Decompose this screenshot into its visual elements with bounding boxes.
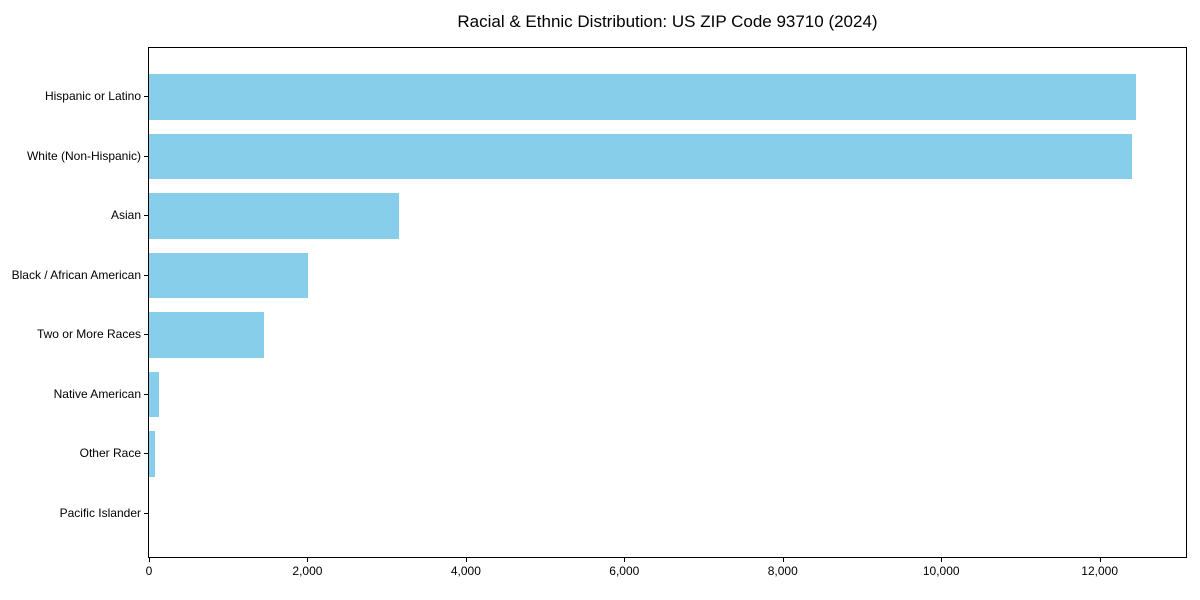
y-axis-label-native-american: Native American [53, 386, 141, 401]
x-tick-label-2000: 2,000 [292, 564, 323, 578]
y-tick-mark [144, 512, 148, 514]
x-tick-mark [941, 558, 943, 562]
x-tick-mark [307, 558, 309, 562]
x-tick-mark [149, 558, 150, 562]
x-tick-mark [1099, 558, 1101, 562]
y-tick-mark [144, 155, 148, 157]
y-tick-mark [144, 453, 148, 454]
bar-asian [149, 193, 399, 239]
y-axis-label-black-african-american: Black / African American [11, 267, 141, 282]
x-tick-mark [624, 558, 626, 562]
y-axis-label-hispanic-or-latino: Hispanic or Latino [44, 89, 141, 103]
y-axis-label-two-or-more-races: Two or More Races [36, 327, 141, 341]
y-axis-label-other-race: Other Race [79, 446, 141, 460]
chart-title: Racial & Ethnic Distribution: US ZIP Cod… [457, 12, 878, 31]
y-axis-label-asian: Asian [110, 208, 141, 222]
bar-other-race [149, 431, 155, 477]
y-tick-mark [144, 334, 148, 335]
y-tick-mark [144, 393, 148, 395]
y-axis-label-pacific-islander: Pacific Islander [59, 505, 141, 520]
bar-hispanic-or-latino [149, 74, 1137, 120]
y-tick-mark [144, 274, 148, 276]
bar-native-american [149, 371, 159, 418]
x-tick-mark [782, 558, 784, 562]
bar-black-african-american [149, 252, 309, 299]
x-tick-label-12000: 12,000 [1081, 564, 1118, 578]
x-tick-label-0: 0 [145, 564, 153, 578]
x-tick-mark [465, 558, 467, 562]
bar-white-non-hispanic [149, 133, 1132, 180]
y-axis-label-white-non-hispanic: White (Non-Hispanic) [26, 148, 141, 163]
x-tick-label-4000: 4,000 [450, 564, 481, 578]
x-tick-label-6000: 6,000 [609, 564, 640, 578]
y-tick-mark [144, 96, 148, 97]
y-tick-mark [144, 215, 148, 216]
plot-area [148, 47, 1187, 558]
x-tick-label-10000: 10,000 [922, 564, 960, 578]
bar-two-or-more-races [149, 312, 264, 358]
x-tick-label-8000: 8,000 [767, 564, 798, 578]
